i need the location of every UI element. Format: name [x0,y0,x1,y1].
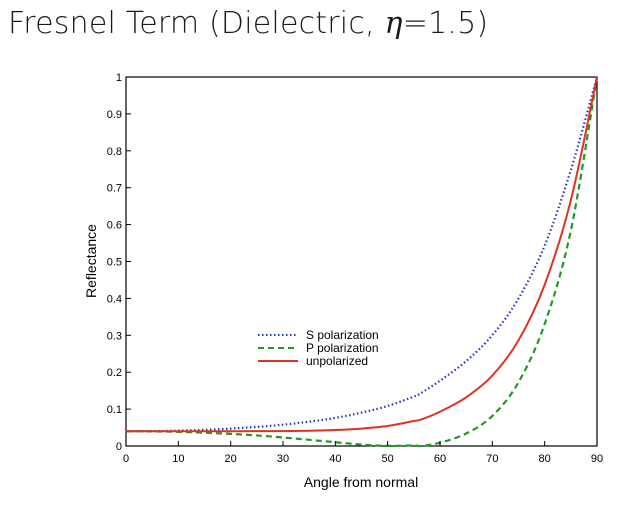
y-tick-label: 0.1 [107,404,122,416]
series-curves [125,76,599,448]
x-tick-label: 20 [225,453,237,465]
y-tick-label: 0.4 [107,293,122,305]
x-tick-label: 70 [486,453,498,465]
y-tick-label: 0.8 [107,146,122,158]
legend-label-p-polarization: P polarization [306,341,379,355]
y-tick-label: 0.5 [107,257,122,269]
y-tick-label: 1 [116,72,122,84]
x-tick-label: 80 [539,453,551,465]
y-tick-label: 0.7 [107,183,122,195]
y-tick-label: 0.9 [107,109,122,121]
y-axis-ticks: 0 0.1 0.2 0.3 0.4 0.5 0.6 0.7 0.8 0.9 1 [107,72,131,453]
x-axis-label: Angle from normal [304,474,418,490]
series-line-unpolarized [125,76,598,433]
y-tick-label: 0 [116,441,122,453]
x-tick-label: 90 [591,453,603,465]
x-tick-label: 0 [123,453,129,465]
page-title: Fresnel Term (Dielectric, η=1.5) [8,6,488,41]
title-prefix: Fresnel Term (Dielectric, [8,6,385,41]
series-line-s-polarization [125,76,599,433]
y-tick-label: 0.6 [107,220,122,232]
x-tick-label: 10 [172,453,184,465]
x-axis-ticks: 0 10 20 30 40 50 60 70 80 90 [123,441,603,465]
title-eta-symbol: η [384,6,403,41]
legend-label-unpolarized: unpolarized [306,354,368,368]
legend-label-s-polarization: S polarization [306,328,379,342]
y-tick-label: 0.2 [107,367,122,379]
x-tick-label: 60 [434,453,446,465]
series-line-p-polarization [125,76,599,448]
y-tick-label: 0.3 [107,330,122,342]
y-axis-label: Reflectance [83,224,99,298]
title-suffix: =1.5) [402,6,489,41]
plot-frame [125,76,598,447]
x-tick-label: 30 [277,453,289,465]
x-tick-label: 40 [329,453,341,465]
x-tick-label: 50 [382,453,394,465]
